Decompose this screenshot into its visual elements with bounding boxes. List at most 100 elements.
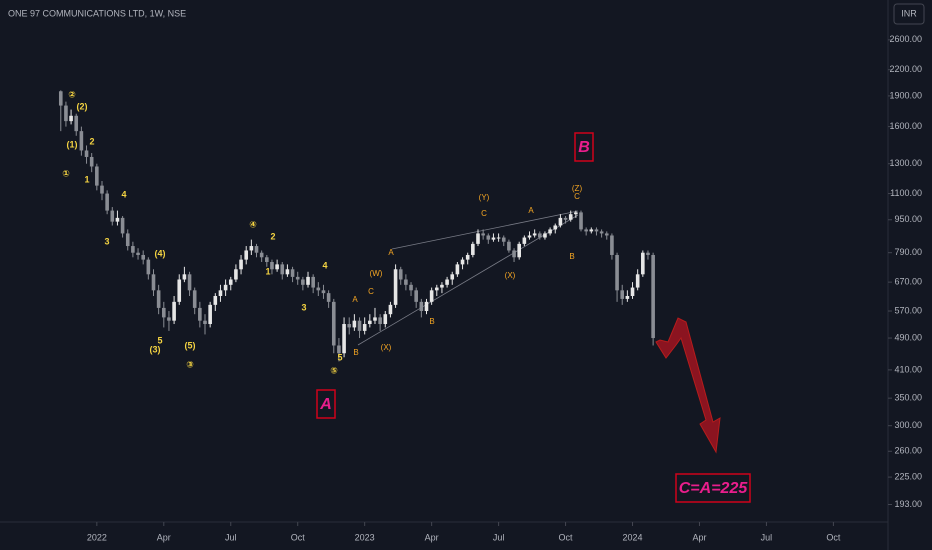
x-tick-label: Oct — [826, 532, 841, 542]
candle-body — [625, 295, 630, 299]
candle-body — [440, 284, 444, 288]
candle-body — [311, 276, 315, 288]
currency[interactable]: INR — [901, 8, 917, 18]
candle-body — [610, 235, 614, 255]
candle-body — [156, 290, 161, 308]
candle-body — [460, 259, 465, 265]
y-tick-label: 670.00 — [894, 277, 922, 287]
y-tick-label: 2200.00 — [889, 64, 922, 74]
candle-body — [615, 254, 619, 291]
candle-body — [223, 284, 228, 291]
candle-body — [259, 252, 264, 258]
candle-body — [146, 259, 151, 275]
wave-label: 4 — [322, 260, 327, 270]
y-tick-label: 790.00 — [894, 247, 922, 257]
candle-body — [512, 250, 516, 258]
y-tick-label: 225.00 — [894, 471, 922, 481]
candle-body — [347, 324, 352, 328]
candle-body — [414, 290, 418, 302]
wave-label: 4 — [121, 189, 126, 199]
candle-body — [455, 264, 460, 275]
candle-body — [563, 217, 568, 220]
candle-body — [265, 257, 269, 262]
x-tick-label: Jul — [225, 532, 237, 542]
candle-body — [599, 231, 604, 234]
candle-body — [321, 290, 326, 294]
y-tick-label: 570.00 — [894, 305, 922, 315]
candle-body — [295, 276, 300, 280]
wave-label: A — [528, 206, 534, 215]
candle-body — [213, 295, 218, 305]
candle-body — [486, 235, 491, 240]
wave-box — [675, 473, 751, 503]
y-tick-label: 2600.00 — [889, 34, 922, 44]
candle-body — [89, 156, 94, 167]
candle-body — [383, 314, 388, 325]
candle-body — [95, 166, 99, 186]
candle-body — [187, 274, 192, 291]
candle-body — [496, 237, 501, 239]
wave-label: ② — [68, 89, 76, 99]
y-tick-label: 410.00 — [894, 364, 922, 374]
y-tick-label: 1100.00 — [890, 188, 922, 198]
wave-label: 3 — [301, 302, 306, 312]
currency-box[interactable] — [893, 3, 925, 25]
candle-body — [203, 320, 207, 325]
wave-label: ③ — [186, 359, 194, 369]
x-tick-label: 2022 — [87, 532, 107, 542]
wave-label: ⑤ — [330, 365, 338, 375]
wave-label: (X) — [505, 271, 516, 280]
candle-body — [651, 254, 655, 339]
candle-body — [105, 193, 109, 211]
candle-body — [604, 233, 609, 236]
candle-body — [548, 229, 552, 234]
y-tick-label: 1900.00 — [889, 90, 922, 100]
x-tick-label: Jul — [761, 532, 773, 542]
y-tick-label: 300.00 — [894, 420, 922, 430]
candle-body — [342, 324, 346, 354]
wave-label: B — [353, 348, 358, 357]
candle-body — [74, 115, 79, 132]
candle-body — [507, 241, 511, 251]
candle-body — [326, 293, 331, 302]
wave-label: 2 — [89, 136, 94, 146]
wave-label: (4) — [155, 248, 166, 258]
wave-label: 5 — [157, 335, 162, 345]
wave-label: 2 — [270, 231, 275, 241]
wave-label-major: A — [319, 396, 332, 413]
candle-body — [125, 233, 130, 247]
candle-body — [368, 320, 372, 325]
candle-body — [635, 274, 640, 288]
candle-body — [239, 259, 243, 270]
candle-body — [646, 252, 650, 255]
candle-body — [84, 150, 89, 157]
candle-body — [362, 324, 367, 331]
wave-label: A — [352, 295, 358, 304]
x-tick-label: Apr — [692, 532, 706, 542]
wave-label-major: B — [578, 139, 590, 156]
candle-body — [151, 274, 156, 291]
candle-body — [404, 279, 408, 285]
candle-body — [553, 225, 558, 230]
candle-body — [131, 246, 135, 253]
candle-body — [429, 290, 434, 302]
candle-body — [584, 229, 588, 232]
trendline — [391, 210, 579, 250]
x-tick-label: 2024 — [623, 532, 643, 542]
candle-body — [290, 269, 295, 277]
candle-body — [424, 301, 429, 312]
candle-body — [280, 264, 285, 275]
candle-body — [136, 252, 140, 255]
candle-body — [192, 290, 197, 308]
candle-body — [69, 115, 73, 122]
projection-arrow — [655, 317, 721, 454]
candle-body — [538, 233, 542, 238]
candle-body — [594, 229, 599, 232]
candle-body — [337, 345, 341, 354]
wave-label: 5 — [337, 352, 342, 362]
chart-title: ONE 97 COMMUNICATIONS LTD, 1W, NSE — [8, 8, 186, 18]
x-tick-label: Jul — [493, 532, 505, 542]
candle-body — [558, 217, 563, 226]
candle-body — [182, 274, 187, 280]
candle-body — [316, 287, 321, 291]
